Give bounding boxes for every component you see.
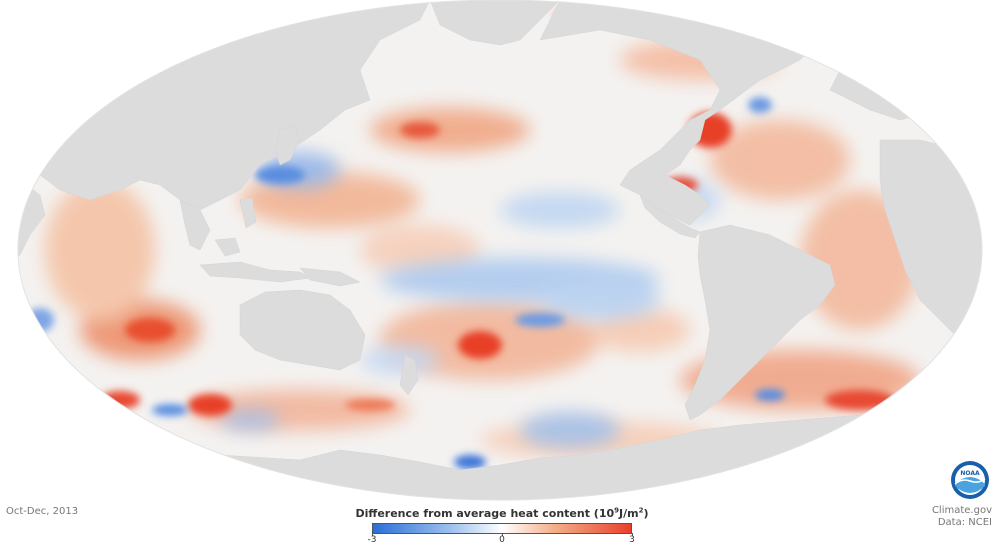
legend-title-unit: J/m [619,507,639,520]
credit-data: Data: NCEI [937,517,992,528]
philippines [239,197,257,229]
southeast-asia [179,199,211,251]
legend-tick-label: 3 [629,535,635,545]
color-legend: Difference from average heat content (10… [352,506,652,545]
date-label: Oct-Dec, 2013 [6,506,79,517]
central-america [639,194,701,239]
south-america [684,224,836,421]
greenland [429,0,561,46]
credits: Climate.gov Data: NCEI [932,505,992,529]
legend-title-unit-exp: 2 [638,506,644,515]
anomaly-coldspots [26,97,785,469]
indonesia-2 [214,237,241,257]
credit-site[interactable]: Climate.gov [931,505,992,516]
legend-title-close: ) [643,507,649,520]
new-guinea [299,267,361,287]
legend-tick-label: 0 [499,535,505,545]
legend-title-main: Difference from average heat content (10 [355,507,615,520]
new-zealand [399,354,419,396]
legend-tick-mark [632,533,633,536]
legend-tick-mark [502,533,503,536]
noaa-logo-icon: NOAA [951,461,989,499]
noaa-logo-text: NOAA [960,470,980,477]
legend-tick-label: -3 [367,535,377,545]
globe-outline [17,0,983,501]
australia [239,289,366,371]
legend-ticks: -3 0 3 [368,533,635,547]
japan [274,124,301,166]
legend-title: Difference from average heat content (10… [352,506,652,522]
legend-tick-mark [372,533,373,536]
legend-title-exp: 9 [614,506,619,515]
